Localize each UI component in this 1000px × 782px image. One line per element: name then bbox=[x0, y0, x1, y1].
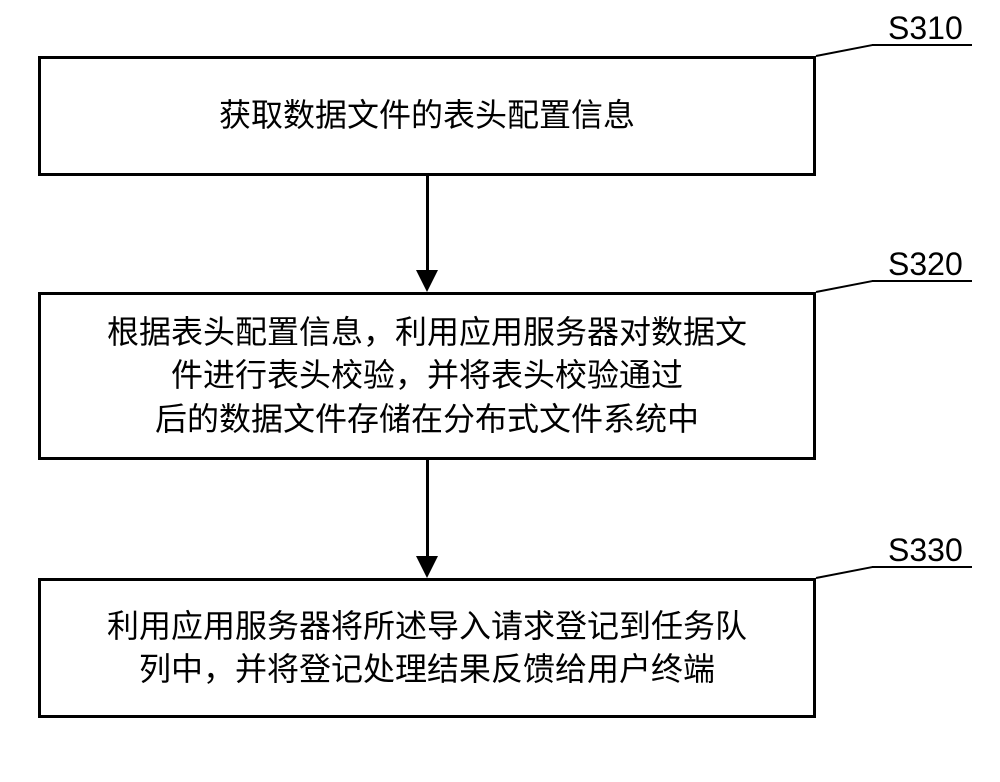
node-text: 根据表头配置信息，利用应用服务器对数据文 件进行表头校验，并将表头校验通过 后的… bbox=[107, 311, 747, 441]
step-label: S320 bbox=[888, 246, 963, 283]
node-text: 利用应用服务器将所述导入请求登记到任务队 列中，并将登记处理结果反馈给用户终端 bbox=[107, 605, 747, 691]
label-leader-diag bbox=[816, 566, 873, 579]
flowchart-node: 根据表头配置信息，利用应用服务器对数据文 件进行表头校验，并将表头校验通过 后的… bbox=[38, 292, 816, 460]
step-label: S310 bbox=[888, 10, 963, 47]
flowchart-node: 获取数据文件的表头配置信息 bbox=[38, 56, 816, 176]
label-leader-diag bbox=[816, 280, 873, 293]
node-text: 获取数据文件的表头配置信息 bbox=[219, 94, 635, 137]
step-label-text: S330 bbox=[888, 532, 963, 568]
step-label-text: S320 bbox=[888, 246, 963, 282]
flowchart-arrow-head bbox=[416, 270, 438, 292]
flowchart-arrow-line bbox=[426, 176, 429, 270]
flowchart-arrow-line bbox=[426, 460, 429, 556]
step-label-text: S310 bbox=[888, 10, 963, 46]
step-label: S330 bbox=[888, 532, 963, 569]
flowchart-node: 利用应用服务器将所述导入请求登记到任务队 列中，并将登记处理结果反馈给用户终端 bbox=[38, 578, 816, 718]
flowchart-arrow-head bbox=[416, 556, 438, 578]
flowchart-canvas: 获取数据文件的表头配置信息 S310 根据表头配置信息，利用应用服务器对数据文 … bbox=[0, 0, 1000, 782]
label-leader-diag bbox=[816, 44, 873, 57]
